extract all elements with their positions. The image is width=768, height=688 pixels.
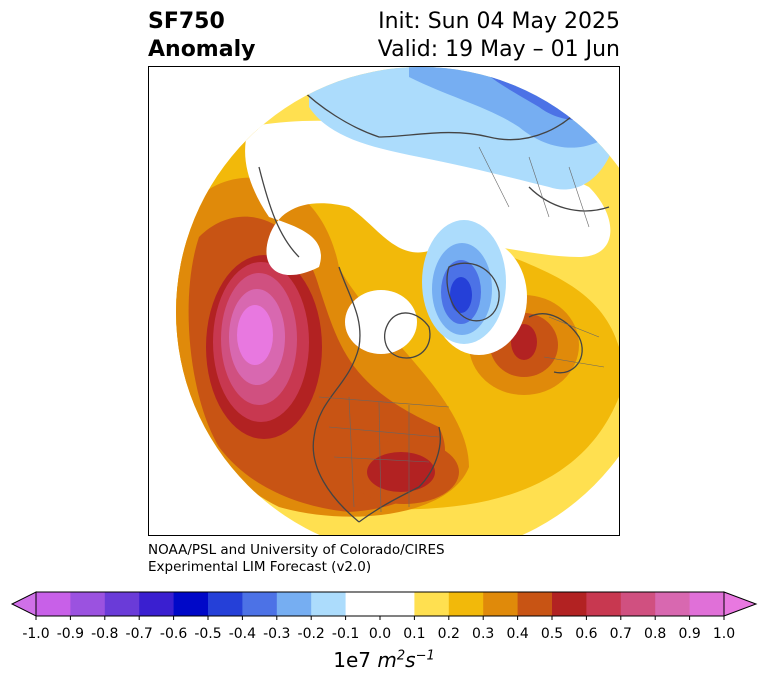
chart-title: SF750 Anomaly (148, 8, 255, 64)
coastlines (258, 86, 610, 523)
colorbar-cell (276, 592, 312, 616)
anomaly-region-0.9 (237, 305, 273, 365)
anomaly-field (176, 67, 619, 535)
colorbar-tick-label: 1.0 (712, 626, 736, 642)
colorbar-tick-label: -0.3 (263, 626, 291, 642)
political-borders (318, 146, 605, 513)
colorbar-tick-label: -0.9 (56, 626, 85, 642)
colorbar-cell (104, 592, 140, 616)
colorbar-cell (139, 592, 175, 616)
colorbar-cell (208, 592, 243, 616)
unit-m: m (377, 648, 397, 672)
colorbar-cell (620, 592, 656, 616)
unit-prefix: 1e7 (333, 648, 372, 672)
title-line-1: SF750 (148, 9, 225, 34)
colorbar (10, 591, 758, 620)
colorbar-cell (552, 592, 587, 616)
colorbar-cell (689, 592, 725, 616)
colorbar-cell (242, 592, 278, 616)
neutral-region-arctic (345, 290, 417, 354)
colorbar-tick-label: -0.2 (297, 626, 325, 642)
colorbar-tick-label: -0.5 (194, 626, 222, 642)
colorbar-tick-label: 0.8 (644, 626, 667, 642)
colorbar-tick-label: 0.1 (403, 626, 426, 642)
unit-m-exp: 2 (396, 648, 406, 664)
polar-stereographic-map (148, 66, 620, 536)
colorbar-over-arrow (723, 591, 758, 617)
pole-marker (380, 298, 390, 308)
colorbar-tick-label: 0.4 (506, 626, 529, 642)
anomaly-region-se-0.5 (367, 452, 435, 492)
colorbar-cell (311, 592, 347, 616)
colorbar-cell (448, 592, 484, 616)
colorbar-tick-label: 0.5 (540, 626, 564, 642)
anomaly-region-eu-0.5 (511, 324, 537, 360)
colorbar-tick-label: 0.0 (368, 626, 392, 642)
colorbar-cell (414, 592, 450, 616)
colorbar-cell (70, 592, 106, 616)
colorbar-cell (36, 592, 71, 616)
colorbar-cell (655, 592, 691, 616)
colorbar-cell (586, 592, 622, 616)
colorbar-tick-label: -0.6 (159, 626, 188, 642)
credit-line-1: NOAA/PSL and University of Colorado/CIRE… (148, 542, 445, 558)
anomaly-region-gr-neg-0.4 (450, 277, 472, 313)
forecast-dates: Init: Sun 04 May 2025 Valid: 19 May – 01… (378, 8, 620, 64)
valid-date-label: Valid: 19 May – 01 Jun (377, 37, 620, 62)
credit-text: NOAA/PSL and University of Colorado/CIRE… (148, 542, 445, 576)
colorbar-cell (517, 592, 553, 616)
colorbar-tick-label: -0.8 (91, 626, 119, 642)
colorbar-cell (483, 592, 519, 616)
colorbar-tick-label: 0.3 (472, 626, 495, 642)
colorbar-tick-label: -0.4 (228, 626, 257, 642)
colorbar-under-arrow (10, 591, 37, 617)
colorbar-tick-label: 0.9 (678, 626, 701, 642)
colorbar-tick-label: 0.6 (575, 626, 598, 642)
credit-line-2: Experimental LIM Forecast (v2.0) (148, 559, 372, 575)
colorbar-tick-label: -1.0 (22, 626, 50, 642)
init-date-label: Init: Sun 04 May 2025 (378, 9, 620, 34)
colorbar-cell (173, 592, 209, 616)
colorbar-tick-label: -0.7 (125, 626, 153, 642)
colorbar-cell (380, 592, 415, 616)
colorbar-unit-label: 1e7 m2s−1 (0, 648, 768, 672)
unit-s: s (405, 648, 416, 672)
colorbar-tick-label: 0.7 (609, 626, 632, 642)
colorbar-ticks: -1.0 -0.9 -0.8 -0.7 -0.6 -0.5 -0.4 -0.3 -0.2 -0.1… (0, 626, 768, 646)
colorbar-tick-label: 0.2 (437, 626, 460, 642)
unit-s-exp: −1 (415, 648, 435, 664)
colorbar-cell (345, 592, 381, 616)
title-line-2: Anomaly (148, 37, 256, 62)
colorbar-tick-label: -0.1 (331, 626, 360, 642)
